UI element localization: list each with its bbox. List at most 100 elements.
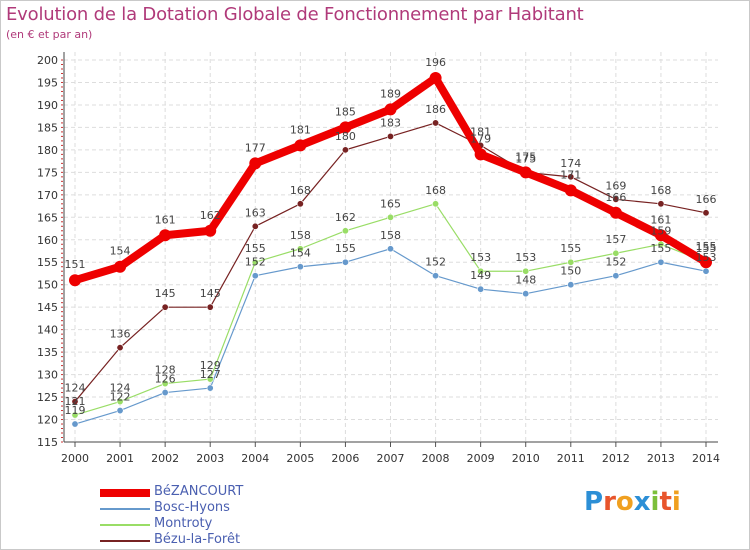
data-point-montroty (206, 375, 214, 383)
data-label-b-zu-la-for-t: 175 (515, 152, 536, 165)
y-tick-label: 175 (37, 166, 58, 179)
y-minor-tick (61, 225, 63, 227)
y-minor-tick (61, 81, 63, 83)
y-minor-tick (61, 239, 63, 241)
y-minor-tick (61, 207, 63, 209)
y-minor-tick (61, 144, 63, 146)
y-tick-label: 180 (37, 144, 58, 157)
data-point-b-zancourt (700, 256, 712, 269)
x-tick-label: 2009 (467, 452, 495, 465)
y-minor-tick (61, 351, 63, 353)
y-minor-tick (61, 234, 63, 236)
data-label-b-zancourt: 161 (155, 213, 176, 226)
x-tick-label: 2008 (422, 452, 450, 465)
data-label-bosc-hyons: 155 (335, 242, 356, 255)
y-tick-label: 165 (37, 211, 58, 224)
data-label-b-zu-la-for-t: 124 (65, 382, 86, 395)
y-minor-tick (61, 383, 63, 385)
logo-letter: x (633, 487, 651, 517)
y-minor-tick (61, 95, 63, 97)
data-point-b-zancourt (429, 71, 442, 84)
data-point-b-zancourt (69, 274, 81, 287)
y-minor-tick (61, 374, 63, 376)
data-label-b-zu-la-for-t: 181 (470, 125, 491, 138)
legend-label: Montroty (154, 516, 213, 531)
legend-swatch-bezancourt (100, 489, 150, 497)
data-label-b-zu-la-for-t: 163 (245, 206, 266, 219)
y-minor-tick (61, 396, 63, 398)
y-tick-label: 115 (37, 436, 58, 449)
y-minor-tick (61, 441, 63, 443)
y-minor-tick (61, 198, 63, 200)
data-point-bosc-hyons (477, 285, 485, 293)
data-point-bosc-hyons (161, 389, 169, 397)
data-label-b-zancourt: 162 (200, 209, 221, 222)
y-minor-tick (61, 432, 63, 434)
data-label-b-zancourt: 175 (515, 150, 536, 163)
y-minor-tick (61, 324, 63, 326)
data-label-b-zancourt: 181 (290, 123, 311, 136)
data-label-montroty: 155 (696, 242, 717, 255)
data-point-montroty (71, 411, 79, 419)
y-tick-label: 190 (37, 99, 58, 112)
data-point-bosc-hyons (116, 407, 124, 415)
data-label-montroty: 168 (425, 184, 446, 197)
legend-label: Bézu-la-Forêt (154, 532, 241, 547)
y-minor-tick (61, 189, 63, 191)
y-minor-tick (61, 216, 63, 218)
data-point-b-zu-la-for-t (116, 344, 124, 352)
y-minor-tick (61, 270, 63, 272)
y-minor-tick (61, 279, 63, 281)
x-tick-label: 2014 (692, 452, 720, 465)
data-label-b-zu-la-for-t: 145 (155, 287, 176, 300)
y-minor-tick (61, 126, 63, 128)
logo-letter: i (671, 487, 681, 517)
y-minor-tick (61, 320, 63, 322)
data-point-b-zu-la-for-t (432, 119, 440, 127)
y-minor-tick (61, 405, 63, 407)
data-label-montroty: 155 (245, 242, 266, 255)
x-tick-label: 2005 (286, 452, 314, 465)
data-point-b-zu-la-for-t (612, 195, 620, 203)
data-label-montroty: 159 (650, 224, 671, 237)
data-point-b-zancourt (564, 184, 577, 197)
y-minor-tick (61, 311, 63, 313)
data-point-b-zancourt (384, 103, 397, 116)
y-minor-tick (61, 90, 63, 92)
legend-swatch-montroty (100, 524, 150, 526)
data-label-bosc-hyons: 152 (605, 256, 626, 269)
y-minor-tick (61, 185, 63, 187)
data-label-montroty: 155 (560, 242, 581, 255)
y-minor-tick (61, 104, 63, 106)
proxiti-logo: Proxiti (584, 487, 681, 517)
data-label-bosc-hyons: 122 (110, 391, 131, 404)
x-tick-label: 2007 (377, 452, 405, 465)
y-minor-tick (61, 347, 63, 349)
data-label-bosc-hyons: 152 (245, 256, 266, 269)
y-minor-tick (61, 99, 63, 101)
y-minor-tick (61, 428, 63, 430)
data-point-b-zu-la-for-t (296, 200, 304, 208)
y-minor-tick (61, 414, 63, 416)
data-label-bosc-hyons: 150 (560, 265, 581, 278)
data-label-montroty: 128 (155, 364, 176, 377)
logo-letter: P (584, 487, 604, 517)
y-tick-label: 120 (37, 414, 58, 427)
x-tick-label: 2003 (196, 452, 224, 465)
data-point-montroty (251, 258, 259, 266)
y-minor-tick (61, 113, 63, 115)
x-tick-label: 2000 (61, 452, 89, 465)
y-minor-tick (61, 293, 63, 295)
y-tick-label: 200 (37, 54, 58, 67)
y-minor-tick (61, 86, 63, 88)
data-point-b-zancourt (519, 166, 532, 179)
y-tick-label: 150 (37, 279, 58, 292)
y-minor-tick (61, 108, 63, 110)
y-minor-tick (61, 131, 63, 133)
data-point-montroty (612, 249, 620, 257)
y-minor-tick (61, 360, 63, 362)
data-label-montroty: 129 (200, 359, 221, 372)
y-minor-tick (61, 180, 63, 182)
data-point-montroty (522, 267, 530, 275)
